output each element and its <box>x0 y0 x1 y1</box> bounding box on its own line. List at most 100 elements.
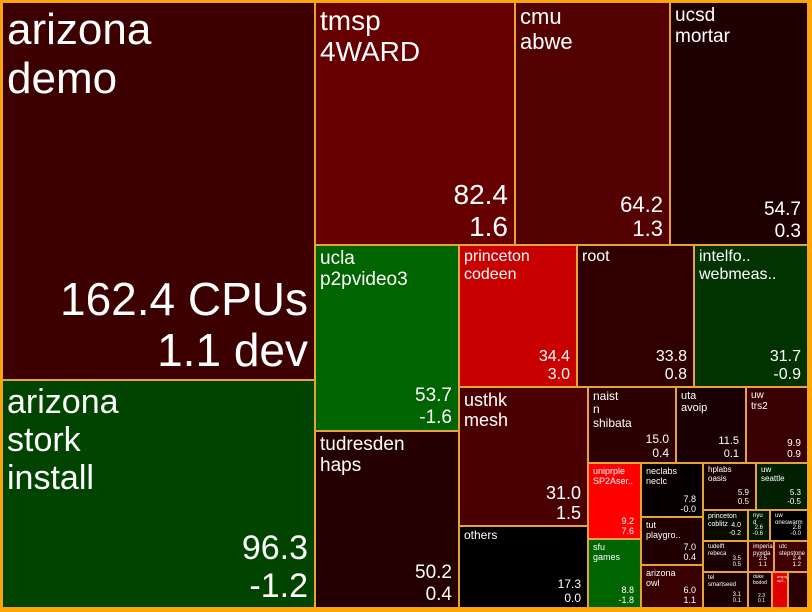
tile-label: ucla p2pvideo3 <box>320 248 408 291</box>
treemap-tile-utc-stepstone[interactable]: utc stepstone 2.4 1.2 <box>774 541 808 572</box>
tile-label: uta avoip <box>681 390 708 415</box>
tile-change: 0.1 <box>758 598 765 605</box>
treemap-tile-ucla-p2pvideo3[interactable]: ucla p2pvideo3 53.7 -1.6 <box>315 245 459 431</box>
treemap-tile-nyu-d[interactable]: nyu d 2.6 -0.6 <box>748 510 770 541</box>
tile-change: -1.2 <box>249 566 308 605</box>
tile-values: 9.9 0.9 <box>787 438 801 460</box>
treemap-tile-usthk-mesh[interactable]: usthk mesh 31.0 1.5 <box>459 387 588 526</box>
treemap-tile-arizona-owl[interactable]: arizona owl 6.0 1.1 <box>641 565 703 608</box>
treemap-tile-princeton-coblitz[interactable]: princeton coblitz 4.0 -0.2 <box>703 510 748 541</box>
tile-value: 53.7 <box>415 385 452 407</box>
treemap-tile-intelfo-webmeas[interactable]: intelfo.. webmeas.. 31.7 -0.9 <box>694 245 808 387</box>
tile-values: 2.6 -0.6 <box>753 525 763 538</box>
treemap-tile-uta-avoip[interactable]: uta avoip 11.5 0.1 <box>676 387 746 463</box>
tile-change: 1.3 <box>632 216 663 242</box>
tile-change: 1.6 <box>469 210 508 242</box>
tile-label: neclabs neclc <box>646 466 678 487</box>
tile-value: 33.8 <box>655 348 687 366</box>
tile-label: arizona demo <box>7 5 152 104</box>
tile-change: 0.9 <box>787 448 801 460</box>
tile-label: uniprple SP2Aser.. <box>593 466 634 487</box>
tile-value: 5.3 <box>789 488 801 498</box>
tile-label: duke bodod <box>753 574 767 586</box>
tile-value: 11.5 <box>718 435 739 448</box>
tile-values: 2.3 0.1 <box>758 593 765 605</box>
tile-values: 9.2 7.6 <box>621 516 634 536</box>
tile-value: 3.5 <box>732 555 741 562</box>
tile-values: 54.7 0.3 <box>764 199 801 242</box>
tile-label: nyu d <box>753 513 763 526</box>
treemap-tile-arizona-demo[interactable]: arizona demo 162.4 CPUs 1.1 dev <box>2 2 315 380</box>
treemap-tile-tmsp-4ward[interactable]: tmsp 4WARD 82.4 1.6 <box>315 2 515 245</box>
tile-value: 162.4 CPUs <box>59 272 308 325</box>
tile-values: 96.3 -1.2 <box>242 529 308 605</box>
treemap-tile-small-a[interactable] <box>788 572 808 608</box>
tile-values: 3.1 0.1 <box>733 592 741 605</box>
tile-values: 50.2 0.4 <box>415 562 452 605</box>
treemap-tile-sfu-games[interactable]: sfu games 8.8 -1.8 <box>588 539 641 608</box>
tile-values: 5.3 -0.5 <box>787 488 801 507</box>
tile-value: 54.7 <box>764 199 801 221</box>
treemap-tile-imperial-pyxida[interactable]: imperial pyxida 2.5 1.1 <box>748 541 774 572</box>
tile-change: 0.1 <box>732 598 741 605</box>
treemap-tile-tel-smartseed[interactable]: tel smartseed 3.1 0.1 <box>703 572 748 608</box>
tile-value: 17.3 <box>557 577 581 592</box>
treemap-tile-naist-shibata[interactable]: naist n shibata 15.0 0.4 <box>588 387 676 463</box>
tile-label: tut playgro.. <box>646 520 681 541</box>
treemap-tile-duke-bodo[interactable]: duke bodod 2.3 0.1 <box>748 572 772 608</box>
tile-values: 31.0 1.5 <box>546 483 581 523</box>
tile-value: 31.0 <box>545 482 581 503</box>
tile-change: -0.0 <box>680 503 696 514</box>
tile-label: arizona stork install <box>7 383 119 498</box>
tile-values: 33.8 0.8 <box>656 348 687 384</box>
tile-change: 0.1 <box>723 447 739 460</box>
tile-label: princeton coblitz <box>708 513 737 528</box>
treemap-tile-tudresden-haps[interactable]: tudresden haps 50.2 0.4 <box>315 431 459 608</box>
tile-label: imperial pyxida <box>753 544 774 557</box>
treemap-tile-root[interactable]: root 33.8 0.8 <box>577 245 694 387</box>
treemap-tile-uw-trs2[interactable]: uw trs2 9.9 0.9 <box>746 387 808 463</box>
tile-label: tudelft rebeca <box>708 544 727 557</box>
treemap-tile-ucsd-mortar[interactable]: ucsd mortar 54.7 0.3 <box>670 2 808 245</box>
treemap-tile-small-red[interactable]: uniprple sp2.. <box>772 572 788 608</box>
tile-label: root <box>582 248 610 265</box>
treemap-tile-princeton-codeen[interactable]: princeton codeen 34.4 3.0 <box>459 245 577 387</box>
tile-change: 0.8 <box>664 366 687 384</box>
treemap-tile-tut-playgro[interactable]: tut playgro.. 7.0 0.4 <box>641 517 703 565</box>
tile-change: -0.2 <box>728 530 741 538</box>
tile-value: 50.2 <box>415 562 452 584</box>
tile-label: uniprple sp2.. <box>777 574 788 584</box>
tile-label: hplabs oasis <box>708 465 732 483</box>
tile-values: 5.9 0.5 <box>738 488 749 507</box>
tile-change: 1.2 <box>792 562 801 569</box>
treemap-tile-arizona-stork[interactable]: arizona stork install 96.3 -1.2 <box>2 380 315 608</box>
treemap-tile-hplabs-oasis[interactable]: hplabs oasis 5.9 0.5 <box>703 463 756 510</box>
treemap-tile-uw-oneswarm[interactable]: uw oneswarm 2.8 -0.0 <box>770 510 808 541</box>
treemap-tile-uw-seattle[interactable]: uw seattle 5.3 -0.5 <box>756 463 808 510</box>
tile-label: arizona owl <box>646 568 676 589</box>
tile-change: -0.5 <box>787 497 801 507</box>
treemap-tile-neclabs-neclc[interactable]: neclabs neclc 7.8 -0.0 <box>641 463 703 517</box>
tile-change: 0.4 <box>652 445 669 460</box>
tile-change: -0.9 <box>773 366 801 384</box>
treemap-tile-tudelft-rebeca[interactable]: tudelft rebeca 3.5 0.5 <box>703 541 748 572</box>
tile-change: 0.0 <box>564 590 581 605</box>
treemap-tile-cmu-abwe[interactable]: cmu abwe 64.2 1.3 <box>515 2 670 245</box>
treemap-tile-uniprple-sp2aser[interactable]: uniprple SP2Aser.. 9.2 7.6 <box>588 463 641 539</box>
tile-values: 31.7 -0.9 <box>770 348 801 384</box>
tile-change: 1.1 dev <box>157 324 308 377</box>
tile-label: princeton codeen <box>464 248 530 283</box>
tile-label: naist n shibata <box>593 389 632 430</box>
tile-values: 7.8 -0.0 <box>680 494 696 514</box>
tile-change: -1.6 <box>419 406 452 428</box>
treemap-tile-others[interactable]: others 17.3 0.0 <box>459 526 588 608</box>
tile-change: -0.6 <box>752 531 763 538</box>
tile-value: 2.8 <box>792 524 801 531</box>
tile-value: 15.0 <box>645 432 669 447</box>
tile-label: tmsp 4WARD <box>320 5 421 68</box>
tile-value: 2.5 <box>758 555 767 562</box>
tile-change: 0.4 <box>683 551 696 562</box>
tile-values: 4.0 -0.2 <box>729 522 741 538</box>
tile-value: 7.8 <box>683 493 696 504</box>
tile-values: 2.8 -0.0 <box>791 525 801 538</box>
